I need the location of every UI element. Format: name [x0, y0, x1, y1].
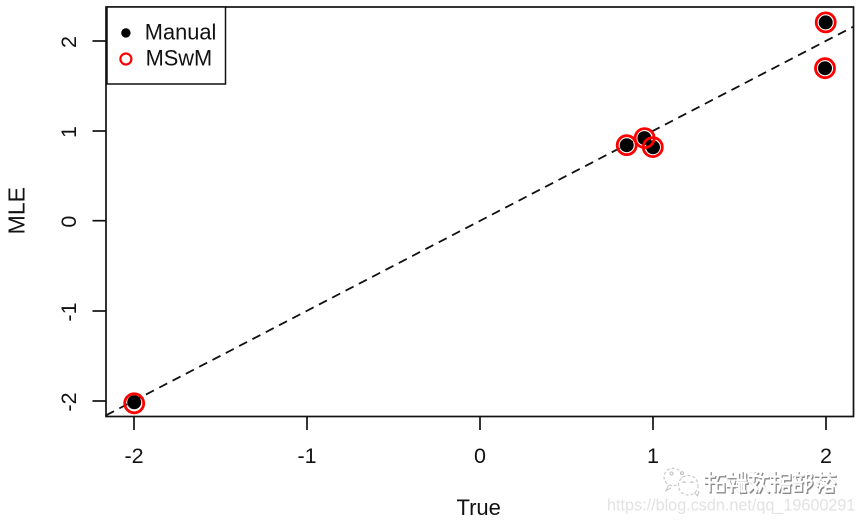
svg-text:2: 2 [57, 36, 81, 48]
svg-text:-1: -1 [57, 302, 81, 321]
svg-text:2: 2 [820, 444, 832, 468]
svg-text:Manual: Manual [145, 20, 217, 45]
svg-text:-1: -1 [297, 444, 316, 468]
svg-text:True: True [456, 495, 500, 520]
svg-text:1: 1 [647, 444, 659, 468]
svg-text:https://blog.csdn.net/qq_19600: https://blog.csdn.net/qq_19600291 [607, 497, 855, 515]
svg-text:1: 1 [57, 126, 81, 138]
svg-text:-2: -2 [57, 392, 81, 411]
svg-text:MLE: MLE [4, 187, 30, 234]
svg-text:MSwM: MSwM [146, 45, 213, 70]
svg-text:0: 0 [474, 444, 486, 468]
svg-text:-2: -2 [124, 444, 143, 468]
svg-text:0: 0 [57, 216, 81, 228]
